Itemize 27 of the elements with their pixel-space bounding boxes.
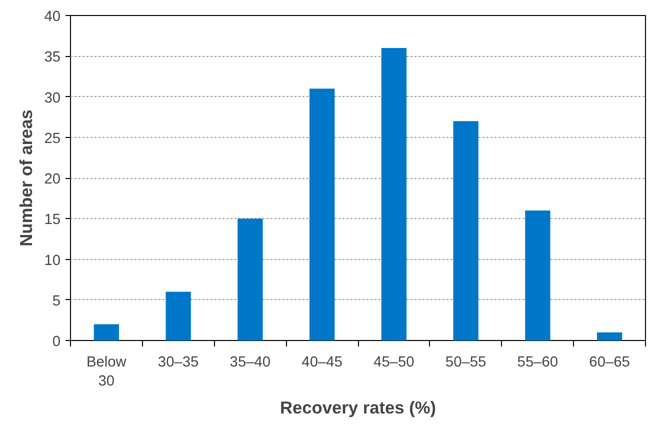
bar [453,121,478,340]
x-tick-label: 60–65 [589,354,630,370]
x-tick-label: 50–55 [445,354,486,370]
x-tick-label: 45–50 [374,354,414,370]
y-tick-label: 15 [44,212,61,228]
x-axis-title: Recovery rates (%) [280,398,436,418]
bar [596,332,622,340]
bar [166,292,191,340]
bar [94,324,120,340]
y-axis-title: Number of areas [16,110,36,246]
y-tick-label: 0 [52,334,61,350]
y-tick-label: 10 [44,252,61,269]
bar [309,88,335,340]
y-tick-label: 20 [44,172,61,188]
bar [525,210,550,340]
x-tick-label: Below 30 [86,354,127,390]
x-tick-label: 30–35 [158,354,199,370]
bar [238,218,263,340]
x-tick-label: 40–45 [302,354,342,370]
x-tick-label: 55–60 [517,354,558,370]
y-tick-label: 30 [44,90,61,106]
x-tick-label: 35–40 [230,354,271,370]
y-tick-label: 5 [52,293,61,310]
y-tick-label: 35 [44,50,61,66]
bar [381,48,407,340]
y-tick-label: 40 [44,9,61,25]
y-tick-label: 25 [44,130,61,147]
